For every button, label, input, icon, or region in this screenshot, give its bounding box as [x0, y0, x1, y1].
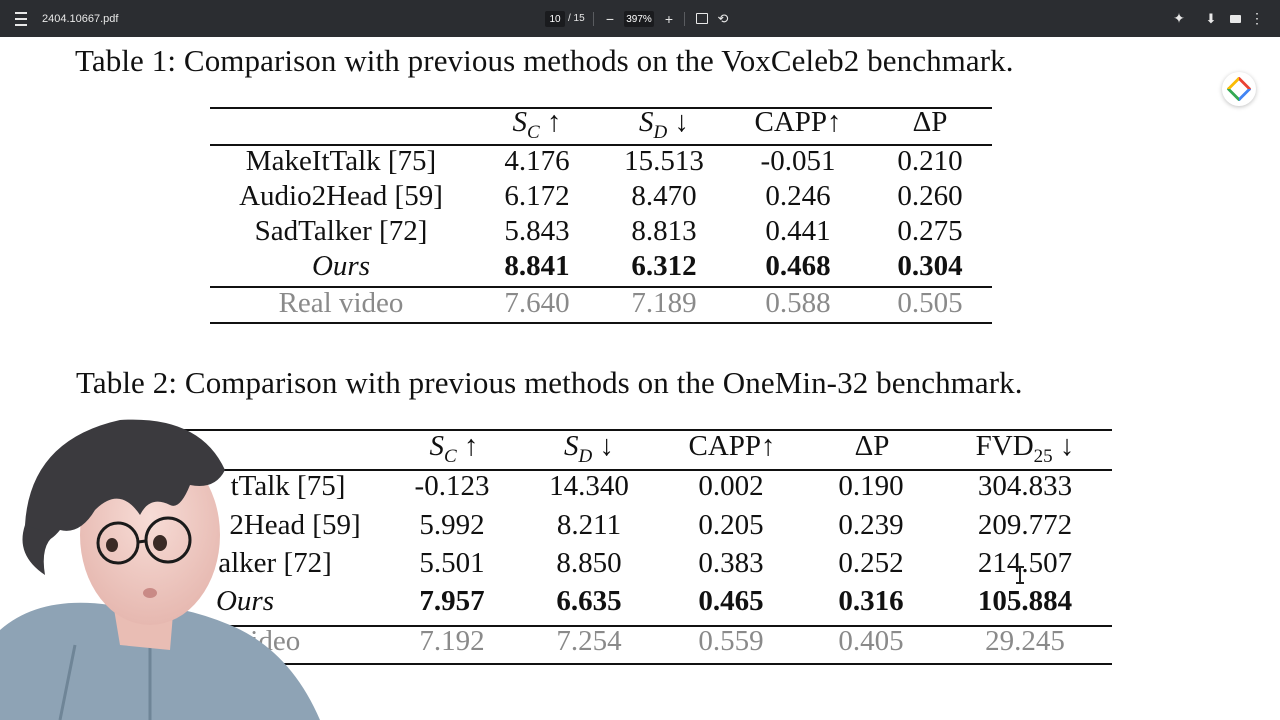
- table1-value-cell: 6.172: [504, 180, 570, 212]
- table2-method-cell: Ours: [215, 585, 275, 617]
- table1-method-cell: Audio2Head [59]: [239, 180, 443, 212]
- table2-value-cell: 8.850: [556, 547, 622, 579]
- table1-header-sc: SC ↑: [512, 106, 562, 143]
- table1-value-cell: 5.843: [504, 215, 570, 247]
- table2-value-cell: 8.211: [556, 509, 622, 541]
- table1-value-cell: 0.441: [765, 215, 831, 247]
- download-icon[interactable]: ⬇: [1205, 10, 1217, 26]
- page-total: / 15: [568, 13, 585, 24]
- table1-value-cell: 8.813: [631, 215, 697, 247]
- divider: [593, 12, 594, 26]
- table2-value-cell: 0.559: [698, 625, 764, 657]
- ai-assist-icon[interactable]: ✦: [1173, 10, 1185, 26]
- menu-icon[interactable]: [10, 0, 32, 37]
- table2-value-cell: 0.405: [838, 625, 904, 657]
- table2-bottom-rule: [130, 663, 1112, 665]
- table1-value-cell: 6.312: [631, 250, 697, 282]
- table1-header-rule: [210, 144, 992, 146]
- fit-to-page-icon[interactable]: [694, 0, 710, 37]
- table2-value-cell: 304.833: [977, 470, 1073, 502]
- pdf-toolbar: 2404.10667.pdf 10 / 15 − 397% + ⟲ ✦ ⬇ ⋮: [0, 0, 1280, 37]
- table1-method-cell: Real video: [278, 287, 404, 319]
- table1-value-cell: -0.051: [760, 145, 836, 177]
- table2-header-sc: SC ↑: [429, 430, 479, 467]
- assistant-icon: [1226, 76, 1252, 102]
- table1-value-cell: 0.505: [897, 287, 963, 319]
- table1-value-cell: 4.176: [504, 145, 570, 177]
- table2-value-cell: 6.635: [556, 585, 622, 617]
- table1-method-cell: Ours: [311, 250, 371, 282]
- table2-header-fvd: FVD25 ↓: [975, 430, 1075, 467]
- table1-value-cell: 0.468: [765, 250, 831, 282]
- table1-value-cell: 0.304: [897, 250, 963, 282]
- table1-value-cell: 0.260: [897, 180, 963, 212]
- table2-value-cell: 0.190: [838, 470, 904, 502]
- table2-header-capp: CAPP↑: [688, 430, 776, 462]
- table2-caption: Table 2: Comparison with previous method…: [76, 365, 1023, 400]
- table2-value-cell: 29.245: [985, 625, 1065, 657]
- table1-value-cell: 0.210: [897, 145, 963, 177]
- table2-value-cell: 214.507: [977, 547, 1073, 579]
- table2-method-cell: tTalk [75]: [230, 470, 346, 502]
- table2-value-cell: 105.884: [977, 585, 1073, 617]
- table1-method-cell: MakeItTalk [75]: [245, 145, 437, 177]
- table1-value-cell: 8.841: [504, 250, 570, 282]
- table1-method-cell: SadTalker [72]: [254, 215, 428, 247]
- table1-value-cell: 0.275: [897, 215, 963, 247]
- file-name: 2404.10667.pdf: [42, 12, 119, 25]
- rotate-icon[interactable]: ⟲: [717, 10, 729, 26]
- table2-value-cell: 0.465: [698, 585, 764, 617]
- table2-value-cell: 0.252: [838, 547, 904, 579]
- table2-mid-rule: [130, 625, 1112, 627]
- print-icon[interactable]: [1226, 0, 1244, 37]
- more-options-icon[interactable]: ⋮: [1250, 10, 1264, 26]
- table1-value-cell: 8.470: [631, 180, 697, 212]
- table2-value-cell: 7.192: [419, 625, 485, 657]
- table2-value-cell: 7.254: [556, 625, 622, 657]
- table2-method-cell: 2Head [59]: [229, 509, 361, 541]
- page-number-input[interactable]: 10: [545, 11, 565, 27]
- table1-header-dp: ΔP: [912, 106, 948, 138]
- table2-value-cell: 0.239: [838, 509, 904, 541]
- table2-value-cell: 7.957: [419, 585, 485, 617]
- zoom-in-button[interactable]: +: [664, 10, 674, 27]
- table1-value-cell: 0.246: [765, 180, 831, 212]
- table1-header-sd: SD ↓: [639, 106, 689, 143]
- presenter-avatar: [0, 419, 320, 720]
- table2-value-cell: 0.002: [698, 470, 764, 502]
- table1-value-cell: 0.588: [765, 287, 831, 319]
- table2-method-cell: alker [72]: [218, 547, 332, 579]
- table2-value-cell: 0.205: [698, 509, 764, 541]
- table2-value-cell: 5.501: [419, 547, 485, 579]
- table2-value-cell: 5.992: [419, 509, 485, 541]
- table1-top-rule: [210, 107, 992, 109]
- table1-header-capp: CAPP↑: [754, 106, 842, 138]
- zoom-level-input[interactable]: 397%: [624, 11, 654, 27]
- divider: [684, 12, 685, 26]
- table2-value-cell: -0.123: [414, 470, 490, 502]
- table2-value-cell: 0.383: [698, 547, 764, 579]
- table1-bottom-rule: [210, 322, 992, 324]
- table2-value-cell: 14.340: [549, 470, 629, 502]
- text-cursor-icon: [1016, 566, 1024, 584]
- table1-caption: Table 1: Comparison with previous method…: [75, 43, 1014, 78]
- table2-value-cell: 209.772: [977, 509, 1073, 541]
- table2-value-cell: 0.316: [838, 585, 904, 617]
- table2-top-rule: [130, 429, 1112, 431]
- zoom-out-button[interactable]: −: [605, 10, 615, 27]
- table1-value-cell: 7.189: [631, 287, 697, 319]
- table1-value-cell: 15.513: [624, 145, 704, 177]
- assistant-button[interactable]: [1222, 72, 1256, 106]
- table2-header-dp: ΔP: [854, 430, 890, 462]
- table2-header-sd: SD ↓: [564, 430, 614, 467]
- table2-header-rule: [130, 469, 1112, 471]
- table1-mid-rule: [210, 286, 992, 288]
- table1-value-cell: 7.640: [504, 287, 570, 319]
